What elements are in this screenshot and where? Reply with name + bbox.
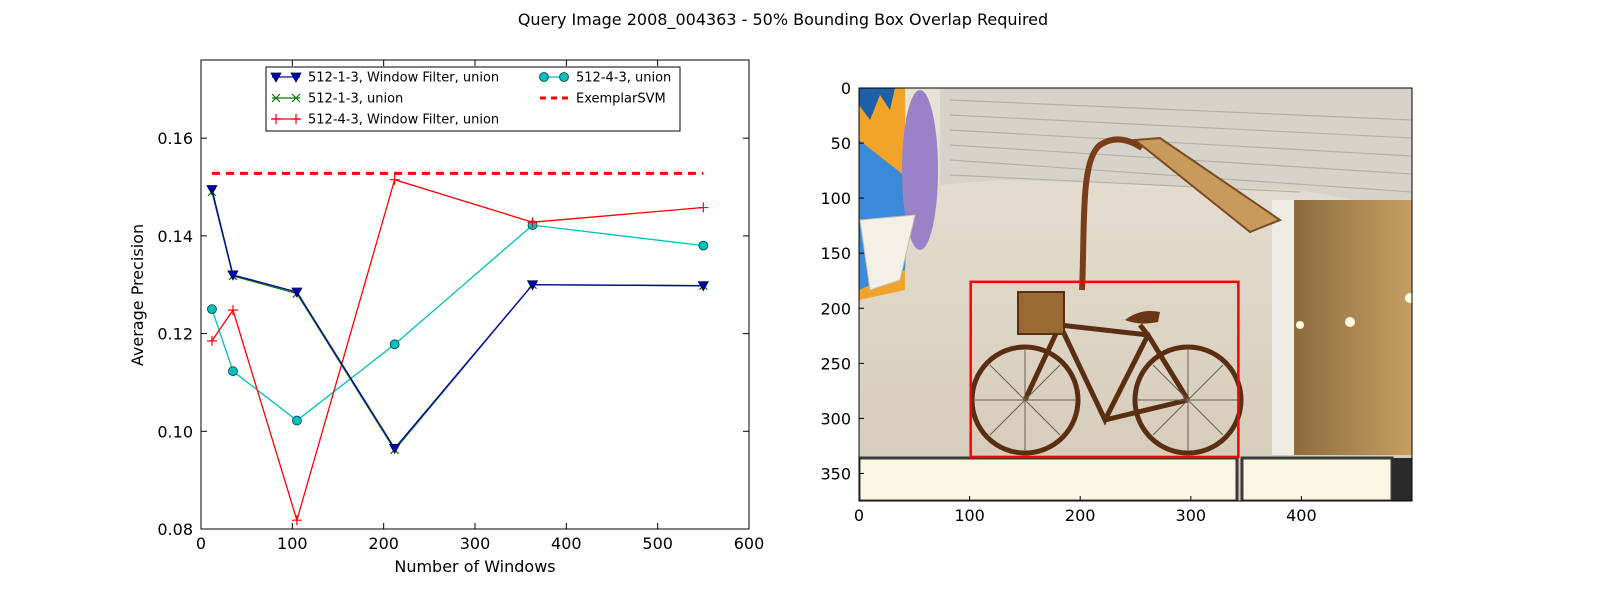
y-tick-label: 50 <box>831 134 851 153</box>
wheel-spokes <box>975 350 1238 450</box>
line-chart-ticks: 0 100 200 300 400 500 600 0.08 0.10 0.12 0.14 0.16 <box>157 60 764 553</box>
x-tick-label: 300 <box>460 534 491 553</box>
lamp-arm <box>1079 136 1144 291</box>
image-frame <box>858 87 1413 502</box>
data-point <box>206 335 217 346</box>
data-point <box>698 202 709 213</box>
line-chart-series <box>206 171 710 526</box>
data-point <box>527 217 538 228</box>
bicycle-basket <box>1017 291 1065 335</box>
x-axis-label: Number of Windows <box>394 557 555 576</box>
bicycle <box>969 322 1244 456</box>
x-tick-label: 0 <box>196 534 206 553</box>
legend-item: 512-1-3, union <box>271 92 403 107</box>
legend-label: 512-1-3, Window Filter, union <box>308 71 499 86</box>
y-tick-label: 150 <box>820 244 851 263</box>
plot-area <box>200 59 750 530</box>
data-point <box>291 515 302 526</box>
legend-item: 512-4-3, Window Filter, union <box>271 113 499 128</box>
data-point <box>291 93 301 103</box>
data-point <box>291 415 302 426</box>
legend-item: 512-4-3, union <box>539 71 671 86</box>
y-tick-label: 0.14 <box>157 227 193 246</box>
legend: 512-1-3, Window Filter, union 512-1-3, un… <box>265 66 681 132</box>
data-point <box>388 443 401 455</box>
legend-label: 512-4-3, Window Filter, union <box>308 113 499 128</box>
series-512-1-3-window-filter-union <box>206 185 710 455</box>
data-point <box>291 114 301 124</box>
data-point <box>559 72 569 82</box>
x-tick-label: 400 <box>551 534 582 553</box>
x-tick-label: 100 <box>277 534 308 553</box>
legend-items: 512-1-3, Window Filter, union 512-1-3, un… <box>270 71 671 128</box>
y-tick-label: 0.12 <box>157 325 193 344</box>
data-point <box>698 240 709 251</box>
image-ticks: 0 100 200 300 400 0 50 100 150 200 250 300 350 <box>820 79 1316 525</box>
y-tick-label: 0.16 <box>157 129 193 148</box>
x-tick-label: 600 <box>734 534 765 553</box>
series-line <box>211 224 704 422</box>
data-point <box>389 174 400 185</box>
x-tick-label: 400 <box>1286 506 1317 525</box>
data-point <box>290 72 302 83</box>
data-point <box>526 280 539 291</box>
y-tick-label: 200 <box>820 299 851 318</box>
data-point <box>227 270 239 281</box>
data-point <box>207 304 217 315</box>
y-tick-label: 0.08 <box>157 520 193 539</box>
data-point <box>271 114 281 124</box>
series-line <box>211 178 704 523</box>
data-point <box>227 305 238 316</box>
y-tick-label: 100 <box>820 189 851 208</box>
data-point <box>228 366 238 377</box>
data-point <box>271 93 281 103</box>
data-point <box>270 72 282 83</box>
x-tick-label: 0 <box>854 506 864 525</box>
legend-item: ExemplarSVM <box>540 92 666 107</box>
y-tick-label: 0.10 <box>157 422 193 441</box>
photo-bicycle <box>859 88 1412 501</box>
lavender-decoration <box>902 90 938 250</box>
x-tick-label: 300 <box>1176 506 1207 525</box>
data-point <box>697 281 710 292</box>
series-line <box>211 189 704 450</box>
data-point <box>389 339 400 350</box>
data-point <box>291 287 303 298</box>
x-tick-label: 200 <box>1065 506 1096 525</box>
y-tick-label: 0 <box>841 79 851 98</box>
lamp-shade <box>1132 136 1283 234</box>
legend-label: 512-4-3, union <box>576 71 671 86</box>
floor-light-left <box>859 456 1239 501</box>
legend-item: 512-1-3, Window Filter, union <box>270 71 499 86</box>
floor-light-right <box>1240 456 1394 501</box>
series-512-4-3-window-filter-union <box>206 174 709 526</box>
legend-box <box>265 66 681 132</box>
x-tick-label: 100 <box>954 506 985 525</box>
image-panel: 0 100 200 300 400 0 50 100 150 200 250 300 350 <box>820 79 1413 525</box>
ceiling-light <box>1345 317 1355 327</box>
y-tick-label: 300 <box>820 409 851 428</box>
x-tick-label: 500 <box>642 534 673 553</box>
x-tick-label: 200 <box>368 534 399 553</box>
line-chart: 0 100 200 300 400 500 6000.080.100.120.140.16 … <box>128 59 764 576</box>
y-tick-label: 350 <box>820 464 851 483</box>
legend-label: ExemplarSVM <box>576 92 666 107</box>
bicycle-seat <box>1125 311 1160 324</box>
legend-label: 512-1-3, union <box>308 92 403 107</box>
data-point <box>206 185 218 196</box>
y-axis-label: Average Precision <box>128 224 147 366</box>
y-tick-label: 250 <box>820 354 851 373</box>
data-point <box>539 72 549 82</box>
bounding-box <box>969 280 1240 459</box>
figure-title: Query Image 2008_004363 - 50% Bounding B… <box>518 10 1048 30</box>
